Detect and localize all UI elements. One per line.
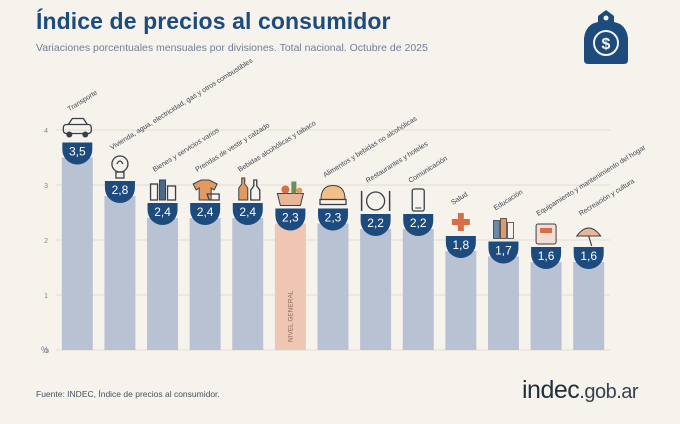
basket-icon: [276, 181, 305, 206]
books-icon: [493, 218, 514, 239]
category-label: Comunicación: [408, 155, 449, 184]
bar-educacion: [487, 256, 519, 350]
value-badge: 3,5: [62, 142, 93, 165]
y-axis-ticks: 0 1 2 3 4: [44, 128, 48, 355]
value-label: 3,5: [69, 145, 86, 159]
category-label: Alimentos y bebidas no alcohólicas: [322, 115, 419, 179]
value-label: 2,2: [410, 216, 427, 230]
bar-prendas-de-vestir-y-calzado: [189, 218, 221, 350]
value-label: 2,3: [325, 211, 342, 225]
dining-icon: [360, 191, 391, 211]
bar-transporte: [61, 157, 93, 350]
page-title: Índice de precios al consumidor: [36, 8, 391, 34]
brand-logo[interactable]: indec.gob.ar: [522, 376, 639, 405]
source-note: Fuente: INDEC, Índice de precios al cons…: [36, 389, 220, 399]
value-label: 1,8: [453, 238, 470, 252]
page-subtitle: Variaciones porcentuales mensuales por d…: [36, 42, 428, 54]
category-label: NIVEL GENERAL: [287, 290, 294, 342]
value-label: 2,2: [367, 216, 384, 230]
category-label: Transporte: [67, 89, 99, 113]
value-label: 1,6: [538, 249, 555, 263]
category-label: Educación: [493, 189, 525, 212]
value-badge: 2,3: [318, 208, 348, 231]
value-badge: 1,6: [573, 247, 604, 269]
value-badge: 2,4: [190, 203, 221, 226]
brand-tld: .gob.ar: [579, 381, 639, 403]
value-label: 2,4: [239, 205, 256, 219]
leisure-icon: [575, 227, 602, 247]
bar-equipamiento-y-mantenimiento-del-hogar: [530, 262, 562, 350]
category-label: Bienes y servicios varios: [152, 127, 221, 174]
bottles-icon: [238, 177, 261, 201]
chart-icons: [62, 117, 602, 247]
y-tick-label: 4: [44, 128, 48, 135]
y-axis-unit-label: %: [41, 345, 50, 355]
value-badge: 2,4: [232, 203, 263, 226]
value-badge: 2,4: [147, 203, 178, 226]
bar-vivienda-agua-electricidad-gas-y-otros-combustibles: [104, 196, 136, 350]
appliances-icon: [535, 223, 557, 245]
chart-value-badges: 3,5 2,8 2,4 2,4 2,4 2,3 2,3 2,2 2,2 1,8 1,7 1,6 1,6: [62, 142, 604, 269]
bar-restaurantes-y-hoteles: [360, 229, 392, 350]
value-label: 2,3: [282, 211, 299, 225]
bar-alimentos-y-bebidas-no-alcoholicas: [317, 223, 349, 350]
value-badge: 2,2: [403, 214, 434, 237]
value-badge: 2,3: [275, 208, 306, 231]
value-badge: 1,8: [445, 236, 476, 258]
value-label: 2,4: [197, 205, 214, 219]
brand-name: indec: [522, 376, 580, 404]
y-tick-label: 1: [44, 293, 48, 300]
value-label: 2,4: [154, 205, 171, 219]
clothing-icon: [192, 179, 220, 201]
chart-bars: [61, 157, 605, 350]
bar-comunicacion: [402, 229, 434, 350]
value-badge: 1,7: [488, 241, 519, 264]
value-badge: 2,2: [360, 214, 391, 237]
category-label: Salud: [450, 191, 469, 206]
toiletries-icon: [149, 179, 177, 201]
value-label: 2,8: [112, 183, 129, 197]
value-label: 1,6: [580, 249, 597, 263]
value-label: 1,7: [495, 244, 512, 258]
logo-symbol: $: [602, 36, 611, 53]
value-badge: 1,6: [531, 247, 562, 269]
value-badge: 2,8: [104, 181, 135, 203]
lightbulb-icon: [111, 155, 129, 179]
bar-bienes-y-servicios-varios: [147, 218, 179, 350]
category-label: Bebidas alcohólicas y tabaco: [237, 120, 317, 174]
food-icon: [319, 184, 347, 206]
y-tick-label: 3: [44, 183, 48, 190]
bar-recreacion-y-cultura: [573, 262, 605, 350]
health-cross-icon: [451, 213, 470, 231]
category-label: Vivienda, agua, electricidad, gas y otro…: [109, 57, 254, 151]
bar-nivel-general: [274, 223, 306, 350]
bar-bebidas-alcoholicas-y-tabaco: [232, 218, 264, 350]
bar-salud: [445, 251, 477, 350]
phone-icon: [411, 188, 425, 212]
car-icon: [62, 117, 92, 138]
price-tag-dollar-icon: $: [584, 10, 628, 64]
y-tick-label: 2: [44, 238, 48, 245]
y-tick-label: 0: [44, 348, 48, 355]
